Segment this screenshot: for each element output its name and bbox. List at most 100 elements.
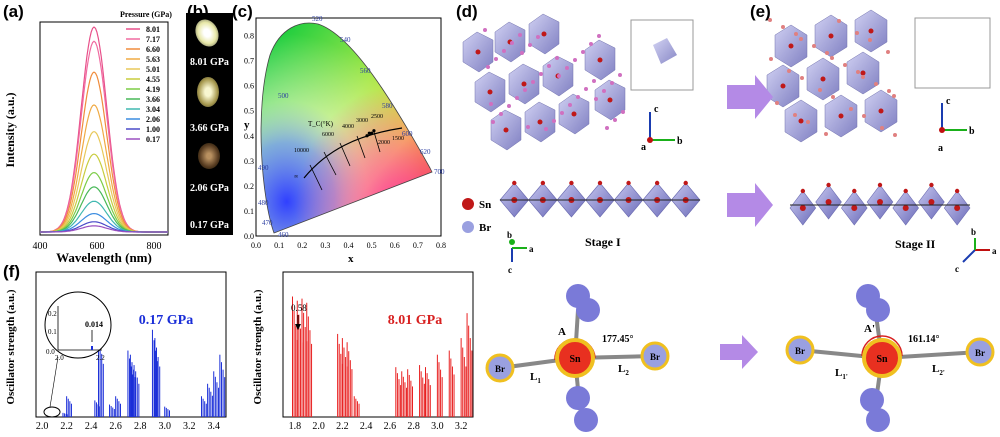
axis-b: b bbox=[969, 126, 975, 137]
legend-entry: 7.17 bbox=[146, 35, 160, 44]
sn-atom bbox=[503, 127, 509, 133]
br-atom bbox=[793, 113, 797, 117]
sn-atom bbox=[487, 89, 493, 95]
br-atom bbox=[830, 56, 834, 60]
br-atom bbox=[518, 33, 522, 37]
br-atom bbox=[576, 95, 580, 99]
sn-atom bbox=[851, 205, 858, 211]
br-atom bbox=[852, 188, 857, 194]
br-legend-dot bbox=[462, 221, 474, 233]
c-ytick: 0.0 bbox=[244, 232, 254, 241]
br-atom bbox=[874, 82, 878, 86]
xtick: 2.2 bbox=[60, 421, 73, 432]
bond-length-subscript: 2 bbox=[625, 369, 629, 377]
panel-label-c: (c) bbox=[232, 2, 253, 21]
wl-label: 500 bbox=[278, 92, 289, 100]
tc-temp: 1500 bbox=[392, 136, 404, 142]
axis-a: a bbox=[992, 246, 997, 256]
c-ytick: 0.1 bbox=[244, 207, 254, 216]
pl-spectra-chart: Intensity (a.u.) Wavelength (nm) 400 600… bbox=[3, 10, 172, 265]
axis-c: c bbox=[955, 264, 959, 274]
br-atom bbox=[621, 110, 625, 114]
c-ytick: 0.7 bbox=[244, 57, 254, 66]
wl-label: 490 bbox=[258, 164, 269, 172]
cie-point bbox=[367, 131, 371, 135]
br-atom bbox=[610, 81, 614, 85]
br-atom bbox=[569, 180, 574, 186]
br-atom bbox=[520, 51, 524, 55]
crystal-structures: c b a c b a Sn Br Stage I Stage II b a c… bbox=[462, 9, 997, 275]
tc-temp: 2000 bbox=[378, 140, 390, 146]
br-atom bbox=[877, 182, 883, 188]
br-atom-label: Br bbox=[975, 348, 985, 358]
br-atom bbox=[531, 80, 535, 84]
oscillator-chart-high-pressure: Oscillator strength (a.u.) 8.01 GPa 0.58… bbox=[252, 271, 474, 432]
bond-length-subscript: 1' bbox=[842, 373, 848, 381]
cie-point bbox=[370, 131, 374, 135]
sn-atom bbox=[571, 111, 577, 117]
br-atom bbox=[825, 51, 829, 55]
bond-geometry: Sn Br Br A 177.45° L1 L2 Sn Br Br A' 161… bbox=[485, 284, 995, 432]
pl-curve bbox=[40, 171, 168, 233]
axis-b: b bbox=[677, 136, 683, 147]
br-atom bbox=[812, 44, 816, 48]
br-atom bbox=[568, 103, 572, 107]
axis-b: b bbox=[971, 227, 976, 237]
br-atom bbox=[539, 72, 543, 76]
sn-atom bbox=[607, 97, 613, 103]
wl-label: 460 bbox=[278, 231, 289, 239]
sn-atom bbox=[799, 205, 806, 211]
angle-label: A bbox=[558, 326, 566, 338]
br-atom bbox=[613, 118, 617, 122]
br-atom bbox=[800, 188, 806, 194]
axis-triad-chain1: b a c bbox=[507, 230, 534, 275]
arrow-top bbox=[727, 75, 773, 119]
br-atom bbox=[507, 104, 511, 108]
br-atom bbox=[605, 126, 609, 130]
c-ytick: 0.4 bbox=[244, 132, 254, 141]
br-atom bbox=[589, 42, 593, 46]
xtick: 2.6 bbox=[384, 421, 397, 432]
br-atom bbox=[799, 37, 803, 41]
bond-length-L1: L1 bbox=[530, 371, 541, 385]
br-atom-label: Br bbox=[795, 346, 805, 356]
br-atom bbox=[800, 76, 804, 80]
br-atom bbox=[849, 107, 853, 111]
legend-entry: 1.00 bbox=[146, 125, 160, 134]
stage2-label: Stage II bbox=[895, 237, 936, 251]
br-atom bbox=[526, 125, 530, 129]
sn-atom bbox=[521, 81, 527, 87]
br-atom bbox=[826, 182, 831, 188]
br-atom bbox=[618, 73, 622, 77]
planckian-locus bbox=[303, 127, 403, 179]
bond-length-subscript: 2' bbox=[939, 369, 945, 377]
fl-ylabel: Oscillator strength (a.u.) bbox=[5, 289, 17, 404]
c-xtick: 0.3 bbox=[320, 241, 330, 250]
br-atom bbox=[903, 188, 908, 194]
br-atom bbox=[862, 114, 866, 118]
c-xlabel: x bbox=[348, 253, 354, 265]
br-atom bbox=[502, 49, 506, 53]
br-atom-label: Br bbox=[650, 352, 660, 362]
panel-label-e: (e) bbox=[750, 2, 771, 21]
legend-entry: 4.55 bbox=[146, 75, 160, 84]
tc-label: T_C(°K) bbox=[308, 120, 334, 128]
br-atom bbox=[544, 127, 548, 131]
br-atom bbox=[768, 18, 772, 22]
chain-stage1 bbox=[499, 180, 701, 218]
br-atom bbox=[560, 111, 564, 115]
sn-atom bbox=[541, 31, 547, 37]
tc-temp: 6000 bbox=[322, 132, 334, 138]
br-atom bbox=[892, 94, 896, 98]
stage1-unit-cell bbox=[630, 19, 694, 91]
sn-atom bbox=[860, 70, 866, 76]
tc-temp: 3000 bbox=[356, 118, 368, 124]
pl-curve bbox=[40, 153, 168, 233]
wl-label: 520 bbox=[312, 15, 323, 23]
c-ytick: 0.6 bbox=[244, 82, 254, 91]
bond-geometry-stage2: Sn Br Br A' 161.14° L1' L2' bbox=[785, 284, 995, 432]
br-atom bbox=[769, 57, 773, 61]
br-atom bbox=[547, 64, 551, 68]
br-atom bbox=[868, 38, 872, 42]
axis-c: c bbox=[654, 104, 659, 115]
